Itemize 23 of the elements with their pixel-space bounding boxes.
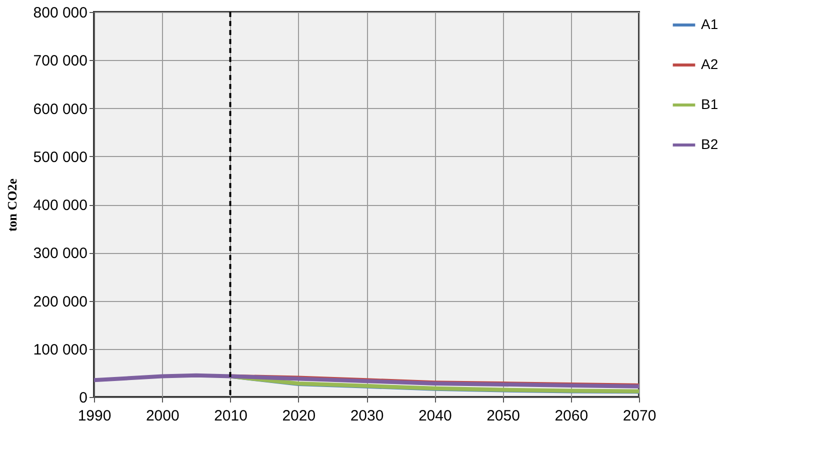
- x-tick-label: 2040: [418, 408, 452, 424]
- x-tick-label: 2020: [282, 408, 316, 424]
- y-tick-label: 700 000: [33, 52, 88, 70]
- y-tick-label: 600 000: [33, 100, 88, 118]
- y-axis-title: ton CO2e: [4, 178, 20, 232]
- y-tick-label: 400 000: [33, 197, 88, 214]
- x-tick-label: 2030: [350, 408, 384, 424]
- x-tick-label: 2000: [146, 408, 180, 424]
- x-tick-label: 2010: [214, 408, 248, 424]
- y-tick-label: 300 000: [33, 245, 88, 262]
- x-tick-label: 2050: [486, 408, 520, 424]
- legend-label: A1: [701, 16, 718, 32]
- legend-label: B2: [701, 136, 718, 152]
- y-tick-label: 100 000: [33, 341, 88, 358]
- legend-label: B1: [701, 96, 718, 112]
- x-tick-label: 2070: [622, 408, 656, 424]
- y-tick-label: 200 000: [33, 293, 88, 310]
- x-tick-label: 1990: [78, 408, 112, 424]
- legend-label: A2: [701, 56, 718, 72]
- y-tick-label: 0: [79, 390, 88, 406]
- y-tick-label: 800 000: [33, 4, 88, 22]
- y-tick-label: 500 000: [33, 148, 88, 166]
- x-tick-label: 2060: [554, 408, 588, 424]
